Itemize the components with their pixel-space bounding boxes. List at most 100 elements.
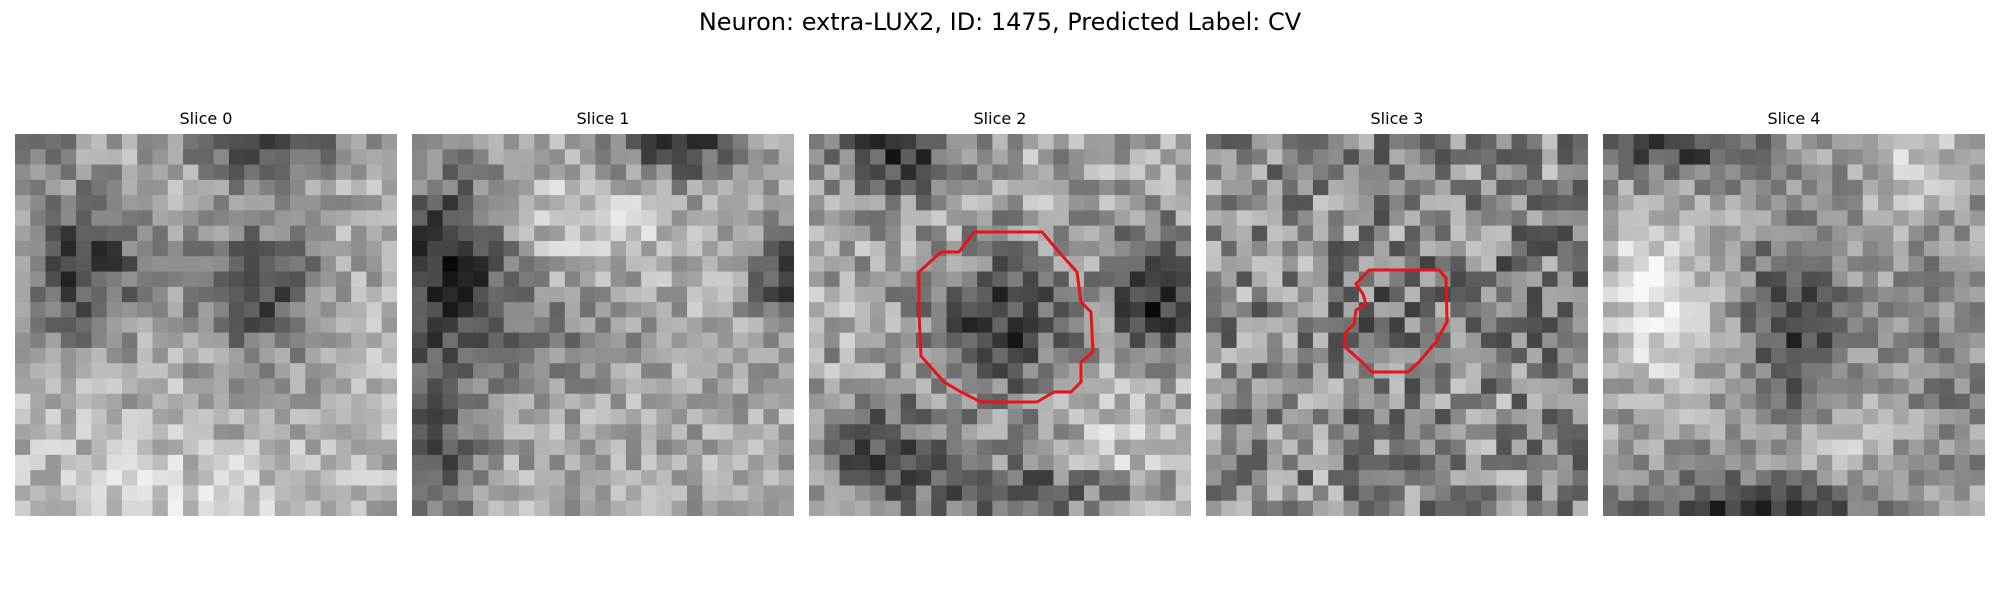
pixel — [915, 225, 932, 242]
pixel — [824, 470, 841, 487]
pixel — [1832, 363, 1849, 380]
pixel — [45, 378, 62, 395]
pixel — [1160, 470, 1177, 487]
pixel — [1618, 195, 1635, 211]
pixel — [427, 347, 444, 364]
pixel — [1236, 179, 1253, 196]
pixel — [1816, 134, 1833, 150]
pixel — [1847, 240, 1864, 257]
pixel — [503, 347, 520, 364]
pixel — [1496, 424, 1513, 441]
pixel — [1847, 271, 1864, 288]
pixel — [580, 210, 596, 227]
pixel — [1007, 409, 1024, 425]
pixel — [1847, 470, 1864, 487]
pixel — [320, 256, 337, 273]
pixel — [15, 164, 31, 181]
pixel — [518, 332, 535, 349]
pixel — [732, 317, 749, 334]
pixel — [656, 500, 673, 516]
pixel — [580, 424, 596, 441]
pixel — [1145, 302, 1162, 318]
pixel — [1007, 240, 1024, 257]
pixel — [641, 409, 658, 425]
pixel — [137, 134, 154, 150]
pixel — [1679, 363, 1696, 380]
pixel — [198, 164, 215, 181]
pixel — [625, 454, 642, 471]
pixel — [1526, 500, 1543, 516]
pixel — [442, 347, 459, 364]
pixel — [1755, 286, 1772, 303]
pixel — [1099, 317, 1116, 334]
pixel — [1297, 332, 1314, 349]
pixel — [1725, 240, 1742, 257]
pixel — [748, 149, 765, 166]
pixel — [1618, 210, 1635, 227]
pixel — [1939, 286, 1956, 303]
pixel — [183, 454, 199, 471]
pixel — [1267, 409, 1283, 425]
pixel — [1801, 347, 1818, 364]
pixel — [1771, 332, 1787, 349]
pixel — [488, 271, 505, 288]
pixel — [1389, 286, 1406, 303]
pixel — [60, 378, 77, 395]
pixel — [778, 256, 794, 273]
pixel — [198, 500, 215, 516]
pixel — [381, 256, 397, 273]
pixel — [1236, 439, 1253, 456]
pixel — [1038, 424, 1055, 441]
pixel — [167, 378, 184, 395]
pixel — [183, 378, 199, 395]
pixel — [1221, 195, 1238, 211]
pixel — [1664, 286, 1680, 303]
pixel — [915, 424, 932, 441]
pixel — [45, 271, 62, 288]
pixel — [259, 134, 276, 150]
pixel — [1893, 424, 1910, 441]
pixel — [1328, 134, 1345, 150]
pixel — [1145, 179, 1162, 196]
pixel — [1923, 317, 1940, 334]
pixel — [595, 500, 612, 516]
pixel — [870, 256, 886, 273]
pixel — [1786, 363, 1803, 380]
pixel — [76, 439, 92, 456]
pixel — [1679, 271, 1696, 288]
pixel — [977, 134, 993, 150]
pixel — [1709, 454, 1726, 471]
pixel — [885, 439, 902, 456]
pixel — [1465, 179, 1482, 196]
pixel — [1832, 195, 1849, 211]
pixel — [45, 149, 62, 166]
pixel — [137, 347, 154, 364]
pixel — [595, 454, 612, 471]
pixel — [259, 347, 276, 364]
pixel — [290, 134, 306, 150]
pixel — [1603, 424, 1619, 441]
pixel — [1801, 393, 1818, 410]
pixel — [1084, 454, 1100, 471]
pixel — [870, 470, 886, 487]
pixel — [106, 332, 123, 349]
pixel — [595, 363, 612, 380]
pixel — [137, 179, 154, 196]
pixel — [946, 271, 963, 288]
pixel — [1358, 363, 1375, 380]
pixel — [1251, 347, 1268, 364]
pixel — [946, 332, 963, 349]
pixel — [1633, 500, 1650, 516]
pixel — [1923, 439, 1940, 456]
pixel — [564, 302, 581, 318]
pixel — [1007, 332, 1024, 349]
pixel — [1450, 454, 1467, 471]
pixel — [1389, 347, 1406, 364]
pixel — [1786, 409, 1803, 425]
pixel — [1236, 470, 1253, 487]
pixel — [1022, 271, 1039, 288]
pixel — [1801, 179, 1818, 196]
pixel — [961, 485, 978, 502]
pixel — [977, 332, 993, 349]
pixel — [1007, 424, 1024, 441]
